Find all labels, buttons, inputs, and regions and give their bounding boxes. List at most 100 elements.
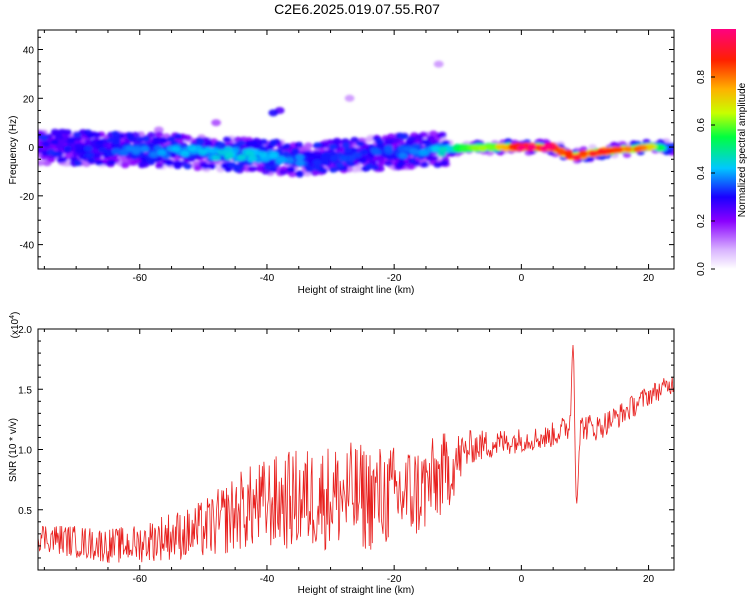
heat-cell [259,138,268,145]
heat-cell [87,157,96,164]
heat-cell [249,140,258,147]
heat-cell [320,159,330,166]
heat-cell [375,155,385,161]
heat-cell [264,164,273,171]
heat-cell [237,154,247,161]
heat-cell [50,139,59,145]
heat-cell [418,149,428,156]
heat-cell [183,163,192,170]
heat-cell [291,147,300,154]
colorbar-tick-label: 0.0 [696,262,707,276]
heat-cell [211,119,222,127]
spectrogram-y-ticks: 40 20 0 -20 -40 [20,36,674,258]
heat-cell [420,161,429,168]
heat-cell [588,150,598,157]
heat-cell [39,134,48,141]
colorbar-label: Normalized spectral amplitude [737,82,748,217]
x-tick-label: -60 [133,273,148,284]
heat-cell [72,131,82,138]
heat-cell [146,142,156,149]
heat-cell [572,154,582,161]
heat-cell [645,144,655,151]
colorbar-tick-label: 0.6 [696,118,707,132]
heat-cell [312,159,322,166]
heat-cell [599,148,608,155]
snr-x-label: Height of straight line (km) [298,585,415,596]
heat-cell [438,146,448,153]
heat-cell [140,146,150,153]
heat-cell [614,146,624,153]
spectrogram-y-label: Frequency (Hz) [8,116,19,185]
heat-cell [375,138,384,145]
heat-cell [207,163,217,170]
heat-cell [119,148,129,156]
heat-cell [85,152,95,158]
heat-cell [38,145,42,151]
heat-cell [236,163,245,170]
heat-cell [556,149,566,156]
heat-cell [433,161,442,168]
heat-cell [397,160,406,167]
x-tick-label: -20 [387,574,402,585]
heat-cell [346,155,356,162]
heat-cell [74,142,84,150]
heat-cell [92,132,101,139]
heat-cell [106,137,116,143]
heat-cell [295,154,305,161]
heat-cell [294,141,304,148]
colorbar-tick-label: 0.2 [696,214,707,228]
heat-cell [180,150,190,157]
heat-cell [409,148,419,155]
y-tick-label: -20 [20,192,35,203]
heat-cell [329,155,339,162]
spectrogram-panel: -60 -40 -20 0 20 40 20 0 -20 -40 Height of strai… [8,29,675,296]
heat-cell [204,140,213,147]
heat-cell [356,140,365,147]
heat-cell [86,132,95,139]
heat-cell [187,144,197,152]
heat-cell [55,143,65,150]
heat-cell [173,163,182,170]
heat-cell [501,145,511,152]
heat-cell [364,163,373,170]
heat-cell [196,139,205,146]
heat-cell [398,145,407,153]
heat-cell [232,142,241,149]
heat-cell [218,142,227,148]
heat-cell [486,145,496,152]
heat-cell [285,157,294,164]
x-tick-label: 0 [519,574,525,585]
y-tick-label: -40 [20,241,35,252]
heat-cell [166,136,176,143]
heat-cell [111,148,121,155]
heat-cell [56,157,65,163]
y-tick-label: 1.5 [18,385,32,396]
heat-cell [84,145,93,152]
heat-cell [305,166,314,173]
heat-cell [94,159,104,166]
heat-cell [47,149,56,155]
heat-cell [158,137,168,144]
heat-cell [54,133,64,140]
heat-cell [656,144,666,151]
y-tick-label: 0.5 [18,506,32,517]
heat-cell [384,145,394,152]
heat-cell [358,157,368,164]
heat-cell [352,151,362,159]
heat-cell [543,142,553,150]
snr-multiplier: (x104) [9,312,21,339]
colorbar-gradient [711,29,736,269]
heat-cell [224,153,234,161]
heat-cell [364,136,373,143]
heat-cell [415,134,424,140]
colorbar-tick-label: 0.4 [696,166,707,180]
heat-cell [149,151,159,158]
heat-cell [193,165,202,171]
heat-cell [228,162,237,169]
heat-cell [407,157,417,164]
heat-cell [73,160,83,167]
heat-cell [95,139,104,146]
heat-cell [282,143,291,150]
heat-cell [304,142,313,149]
colorbar-tick-label: 0.8 [696,70,707,84]
